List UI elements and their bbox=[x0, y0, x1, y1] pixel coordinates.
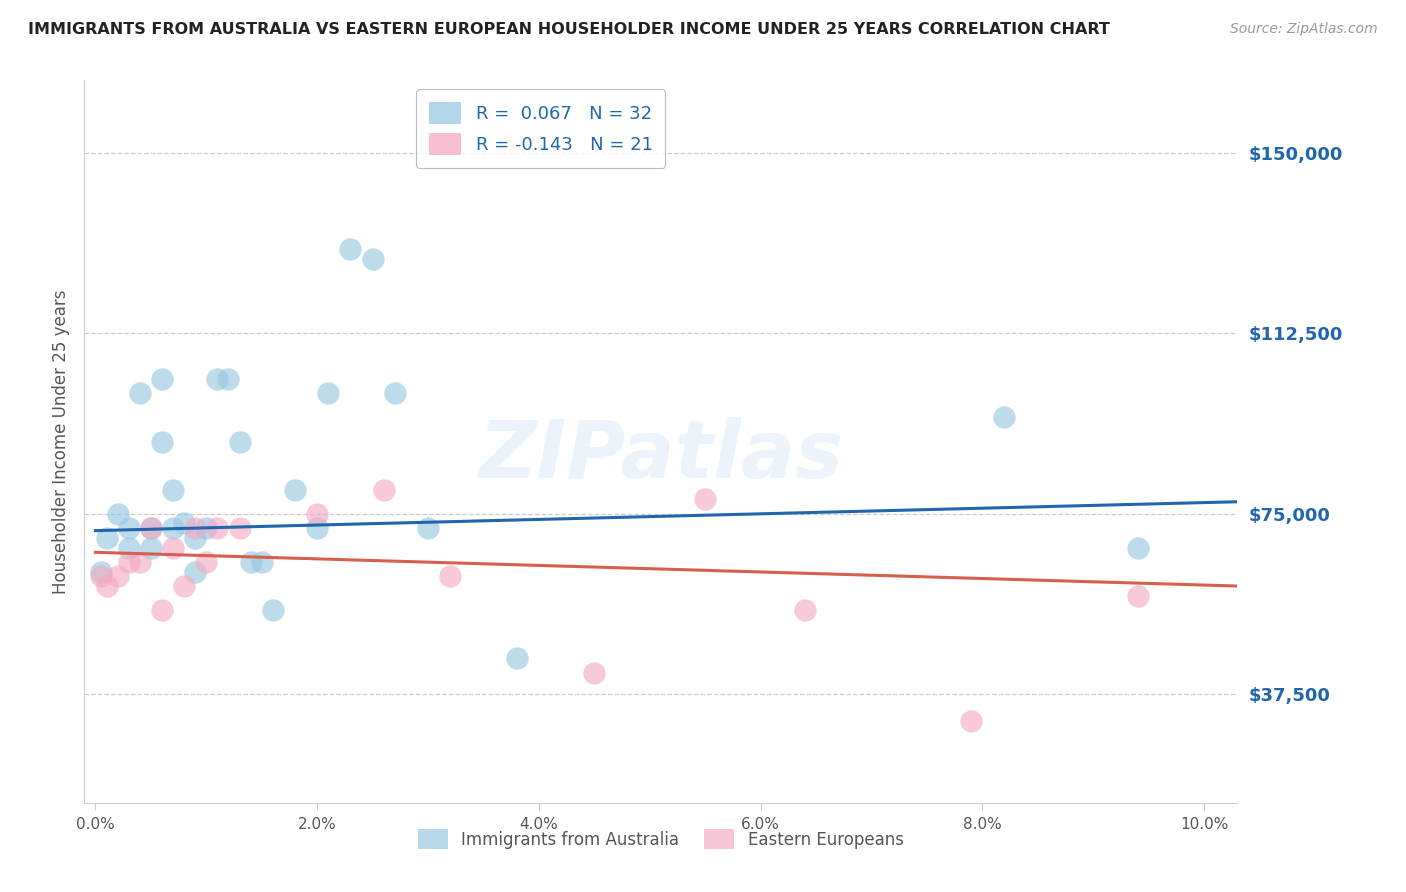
Point bbox=[162, 483, 184, 497]
Point bbox=[173, 516, 195, 531]
Point bbox=[794, 603, 817, 617]
Point bbox=[506, 651, 529, 665]
Point bbox=[207, 372, 229, 386]
Point bbox=[239, 555, 262, 569]
Point bbox=[90, 569, 112, 583]
Point bbox=[1126, 541, 1149, 555]
Point bbox=[162, 541, 184, 555]
Point bbox=[96, 531, 118, 545]
Point bbox=[118, 541, 141, 555]
Text: IMMIGRANTS FROM AUSTRALIA VS EASTERN EUROPEAN HOUSEHOLDER INCOME UNDER 25 YEARS : IMMIGRANTS FROM AUSTRALIA VS EASTERN EUR… bbox=[28, 22, 1109, 37]
Point bbox=[439, 569, 461, 583]
Point bbox=[218, 372, 240, 386]
Point bbox=[90, 565, 112, 579]
Legend: Immigrants from Australia, Eastern Europeans: Immigrants from Australia, Eastern Europ… bbox=[412, 822, 910, 856]
Point bbox=[262, 603, 284, 617]
Point bbox=[139, 521, 162, 535]
Point bbox=[361, 252, 384, 266]
Point bbox=[307, 507, 329, 521]
Text: Source: ZipAtlas.com: Source: ZipAtlas.com bbox=[1230, 22, 1378, 37]
Point bbox=[695, 492, 717, 507]
Point bbox=[384, 386, 406, 401]
Point bbox=[316, 386, 339, 401]
Point bbox=[96, 579, 118, 593]
Point bbox=[128, 386, 150, 401]
Point bbox=[195, 555, 218, 569]
Point bbox=[107, 569, 129, 583]
Point bbox=[128, 555, 150, 569]
Point bbox=[162, 521, 184, 535]
Point bbox=[307, 521, 329, 535]
Point bbox=[150, 434, 173, 449]
Point bbox=[107, 507, 129, 521]
Point bbox=[960, 714, 983, 728]
Point bbox=[373, 483, 395, 497]
Point bbox=[583, 665, 606, 680]
Y-axis label: Householder Income Under 25 years: Householder Income Under 25 years bbox=[52, 289, 70, 594]
Point bbox=[228, 521, 250, 535]
Point bbox=[207, 521, 229, 535]
Point bbox=[184, 521, 207, 535]
Point bbox=[184, 531, 207, 545]
Point bbox=[139, 541, 162, 555]
Point bbox=[150, 372, 173, 386]
Point bbox=[195, 521, 218, 535]
Point bbox=[339, 242, 361, 256]
Point bbox=[284, 483, 307, 497]
Point bbox=[139, 521, 162, 535]
Point bbox=[118, 521, 141, 535]
Point bbox=[228, 434, 250, 449]
Point bbox=[250, 555, 273, 569]
Point bbox=[993, 410, 1015, 425]
Point bbox=[184, 565, 207, 579]
Point bbox=[173, 579, 195, 593]
Point bbox=[150, 603, 173, 617]
Point bbox=[1126, 589, 1149, 603]
Text: ZIPatlas: ZIPatlas bbox=[478, 417, 844, 495]
Point bbox=[416, 521, 439, 535]
Point bbox=[118, 555, 141, 569]
